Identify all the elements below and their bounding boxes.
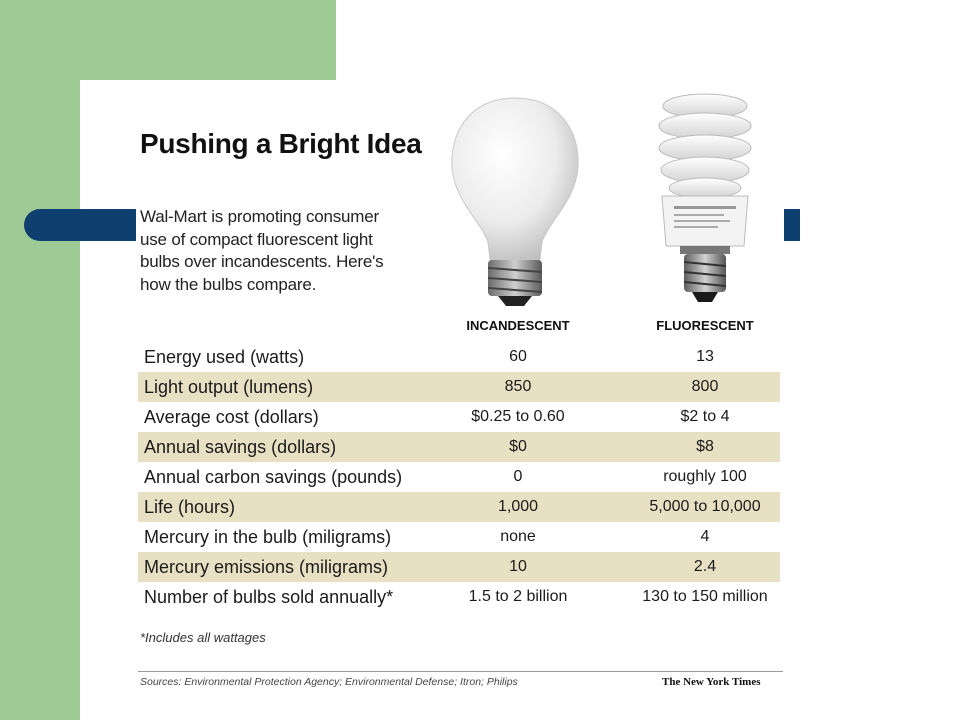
fluorescent-value: 800 [691,378,719,395]
fluorescent-value: roughly 100 [663,468,747,485]
incandescent-value: 60 [509,348,527,365]
fluorescent-value: 4 [700,528,710,545]
incandescent-value: $0.25 to 0.60 [471,408,565,425]
column-header-incandescent: INCANDESCENT [466,318,570,333]
table-row: Mercury in the bulb (miligrams) none 4 [138,522,780,552]
table-row: Light output (lumens) 850 800 [138,372,780,402]
table-row: Number of bulbs sold annually* 1.5 to 2 … [138,582,780,612]
row-label: Annual savings (dollars) [144,437,337,457]
slide-green-band [0,0,80,720]
column-header-fluorescent: FLUORESCENT [656,318,754,333]
table-row: Average cost (dollars) $0.25 to 0.60 $2 … [138,402,780,432]
fluorescent-bulb-icon [658,93,752,302]
slide-accent-bar-right [784,209,800,241]
graphic-title: Pushing a Bright Idea [140,128,422,159]
incandescent-value: 1,000 [497,498,539,515]
row-label: Average cost (dollars) [144,407,319,427]
fluorescent-value: 2.4 [693,558,717,575]
slide-accent-bar-left [24,209,136,241]
publisher-credit: The New York Times [662,676,761,688]
table-row: Annual carbon savings (pounds) 0 roughly… [138,462,780,492]
fluorescent-value: $8 [696,438,714,455]
sources-line: Sources: Environmental Protection Agency… [140,676,518,688]
incandescent-value: none [500,528,536,545]
slide-green-top [80,0,336,80]
fluorescent-value: 130 to 150 million [642,588,768,605]
incandescent-bulb-icon [451,97,579,306]
row-label: Mercury emissions (miligrams) [144,557,389,577]
fluorescent-value: 13 [696,348,714,365]
row-label: Energy used (watts) [144,347,305,367]
row-label: Number of bulbs sold annually* [144,587,394,607]
row-label: Mercury in the bulb (miligrams) [144,527,392,547]
row-label: Annual carbon savings (pounds) [144,467,403,487]
table-row: Life (hours) 1,000 5,000 to 10,000 [138,492,780,522]
row-label: Life (hours) [144,497,236,517]
incandescent-value: 0 [513,468,523,485]
incandescent-value: 10 [509,558,527,575]
table-row: Energy used (watts) 60 13 [138,342,780,372]
comparison-table: Energy used (watts) 60 13 Light output (… [138,342,780,612]
table-row: Mercury emissions (miligrams) 10 2.4 [138,552,780,582]
divider [138,671,783,672]
incandescent-value: 850 [504,378,532,395]
incandescent-value: $0 [509,438,527,455]
graphic-intro: Wal-Mart is promoting consumer use of co… [140,207,384,294]
table-row: Annual savings (dollars) $0 $8 [138,432,780,462]
row-label: Light output (lumens) [144,377,314,397]
incandescent-value: 1.5 to 2 billion [468,588,568,605]
fluorescent-value: 5,000 to 10,000 [649,498,761,515]
footnote: *Includes all wattages [140,630,266,645]
fluorescent-value: $2 to 4 [680,408,730,425]
